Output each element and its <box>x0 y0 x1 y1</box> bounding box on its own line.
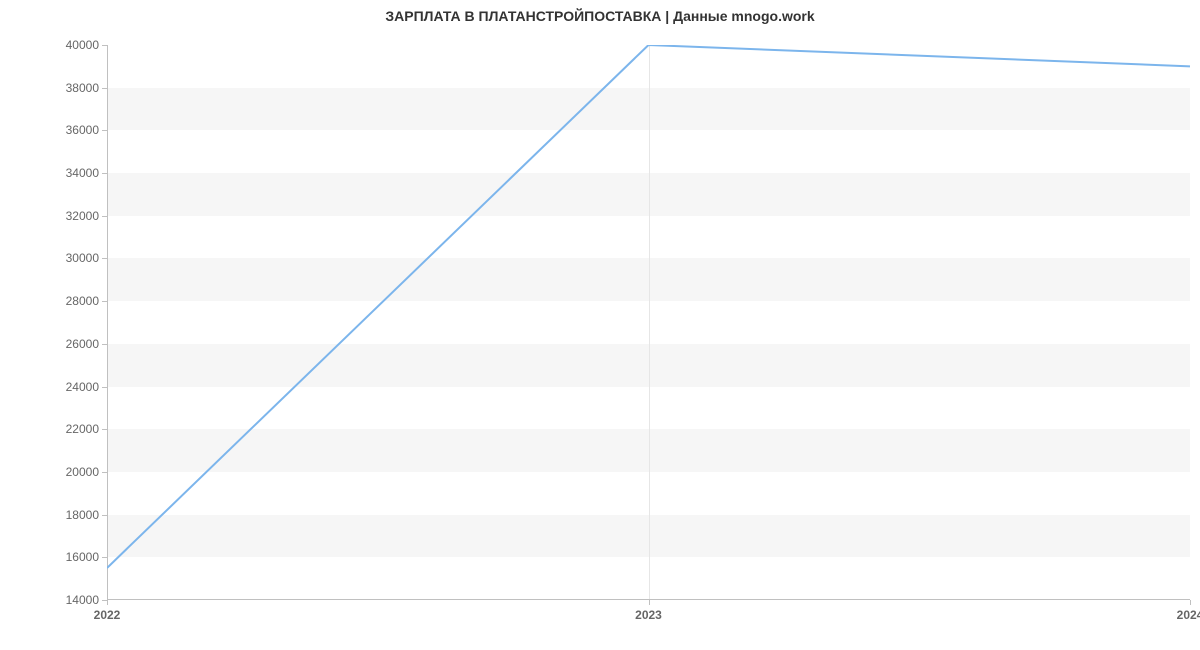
y-tick-label: 18000 <box>66 508 107 522</box>
y-tick-label: 34000 <box>66 166 107 180</box>
y-tick-label: 24000 <box>66 380 107 394</box>
plot-area: 1400016000180002000022000240002600028000… <box>107 45 1190 600</box>
salary-line-chart: ЗАРПЛАТА В ПЛАТАНСТРОЙПОСТАВКА | Данные … <box>0 0 1200 650</box>
y-tick-label: 36000 <box>66 123 107 137</box>
x-tick-mark <box>107 600 108 605</box>
y-tick-label: 20000 <box>66 465 107 479</box>
y-tick-label: 28000 <box>66 294 107 308</box>
x-tick-mark <box>1190 600 1191 605</box>
y-tick-label: 16000 <box>66 550 107 564</box>
series-line <box>107 45 1190 600</box>
y-tick-label: 22000 <box>66 422 107 436</box>
y-tick-label: 30000 <box>66 251 107 265</box>
chart-title: ЗАРПЛАТА В ПЛАТАНСТРОЙПОСТАВКА | Данные … <box>0 8 1200 24</box>
y-tick-label: 32000 <box>66 209 107 223</box>
x-tick-mark <box>649 600 650 605</box>
y-tick-label: 40000 <box>66 38 107 52</box>
y-tick-label: 38000 <box>66 81 107 95</box>
x-tick-label: 2024 <box>1177 600 1200 622</box>
y-tick-label: 26000 <box>66 337 107 351</box>
